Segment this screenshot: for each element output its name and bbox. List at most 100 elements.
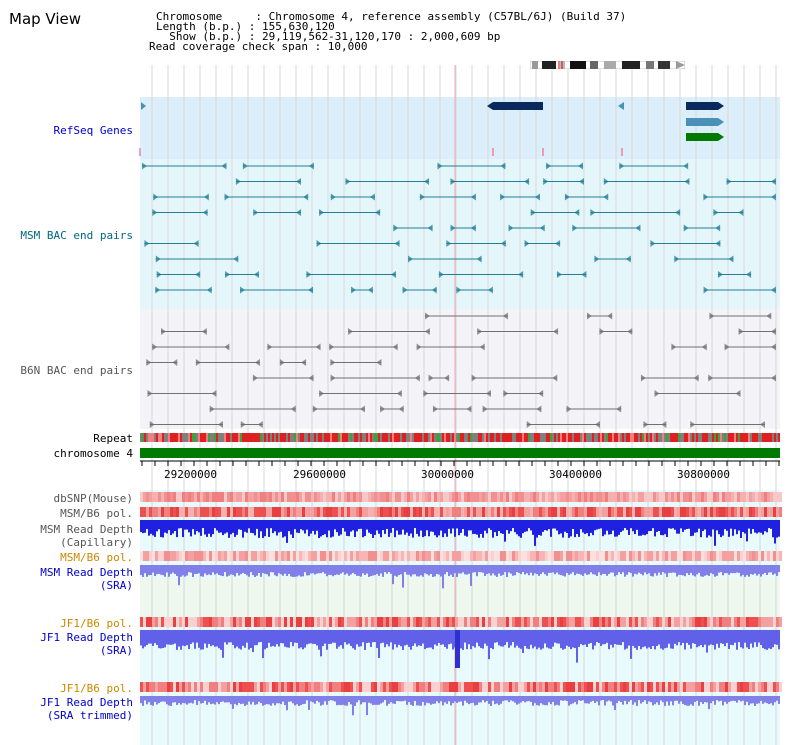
depth-bar — [624, 696, 626, 701]
heat-cell — [512, 682, 515, 692]
repeat-segment — [204, 433, 206, 442]
repeat-segment — [154, 433, 156, 442]
repeat-segment — [664, 433, 666, 442]
heat-cell — [590, 682, 593, 692]
depth-bar — [684, 696, 686, 705]
depth-bar — [352, 565, 354, 573]
heat-cell — [545, 507, 548, 517]
repeat-segment — [524, 433, 526, 442]
heat-cell — [209, 551, 212, 561]
depth-bar — [608, 565, 610, 574]
depth-bar — [160, 565, 162, 575]
depth-bar — [162, 565, 164, 576]
heat-cell — [491, 682, 494, 692]
depth-bar — [760, 520, 762, 533]
bac-end — [330, 374, 336, 382]
depth-bar — [582, 696, 584, 701]
depth-bar — [688, 696, 690, 706]
repeat-segment — [166, 433, 168, 442]
repeat-segment — [478, 433, 480, 442]
depth-bar — [320, 520, 322, 537]
heat-cell — [212, 617, 215, 627]
heat-cell — [170, 507, 173, 517]
heat-cell — [389, 507, 392, 517]
heat-cell — [764, 551, 767, 561]
repeat-segment — [212, 433, 214, 442]
repeat-segment — [584, 433, 586, 442]
heat-cell — [215, 617, 218, 627]
depth-bar — [364, 565, 366, 575]
heat-cell — [335, 682, 338, 692]
heat-cell — [686, 551, 689, 561]
heat-cell — [320, 551, 323, 561]
heat-cell — [494, 551, 497, 561]
heat-cell — [665, 682, 668, 692]
depth-bar — [396, 630, 398, 648]
heat-cell — [566, 492, 569, 502]
depth-bar — [506, 630, 508, 643]
depth-bar — [472, 696, 474, 703]
depth-bar — [148, 565, 150, 576]
repeat-segment — [232, 433, 234, 442]
repeat-segment — [618, 433, 620, 442]
depth-bar — [198, 696, 200, 702]
depth-bar — [768, 696, 770, 705]
repeat-segment — [240, 433, 242, 442]
depth-bar — [722, 696, 724, 706]
depth-bar — [636, 520, 638, 530]
depth-bar — [166, 696, 168, 705]
depth-bar — [266, 520, 268, 529]
depth-bar — [712, 630, 714, 646]
repeat-segment — [220, 433, 222, 442]
depth-bar — [774, 630, 776, 645]
depth-bar — [664, 630, 666, 649]
depth-bar — [324, 696, 326, 702]
repeat-segment — [282, 433, 284, 442]
heat-cell — [536, 492, 539, 502]
depth-bar — [200, 520, 202, 536]
bac-end — [414, 374, 420, 382]
depth-bar — [436, 520, 438, 538]
bac-end — [578, 178, 584, 185]
bac-end — [586, 312, 592, 320]
depth-bar — [322, 696, 324, 705]
depth-bar — [350, 565, 352, 575]
chromosome-ideogram[interactable] — [529, 54, 686, 71]
bac-end — [726, 178, 732, 185]
heat-cell — [506, 507, 509, 517]
depth-bar — [526, 630, 528, 649]
heat-cell — [416, 492, 419, 502]
depth-bar — [296, 696, 298, 705]
depth-bar — [280, 630, 282, 644]
heat-cell — [308, 617, 311, 627]
heat-cell — [377, 617, 380, 627]
depth-bar — [326, 520, 328, 538]
depth-bar — [630, 696, 632, 701]
heat-cell — [740, 492, 743, 502]
depth-bar — [156, 696, 158, 705]
repeat-segment — [634, 433, 636, 442]
depth-bar — [650, 520, 652, 531]
depth-bar — [402, 630, 404, 650]
heat-cell — [509, 617, 512, 627]
depth-bar — [314, 565, 316, 575]
depth-bar — [610, 696, 612, 702]
depth-bar — [484, 565, 486, 577]
repeat-segment — [316, 433, 318, 442]
depth-bar — [730, 565, 732, 573]
bac-end — [577, 162, 583, 170]
heat-cell — [638, 682, 641, 692]
depth-bar — [458, 565, 460, 574]
heat-cell — [542, 507, 545, 517]
depth-bar — [542, 696, 544, 705]
bac-end — [424, 178, 430, 185]
depth-bar — [664, 520, 666, 535]
depth-bar — [192, 565, 194, 577]
depth-bar — [232, 696, 234, 709]
depth-bar — [170, 565, 172, 574]
heat-cell — [725, 617, 728, 627]
repeat-segment — [218, 433, 220, 442]
repeat-segment — [534, 433, 536, 442]
depth-bar — [318, 696, 320, 703]
